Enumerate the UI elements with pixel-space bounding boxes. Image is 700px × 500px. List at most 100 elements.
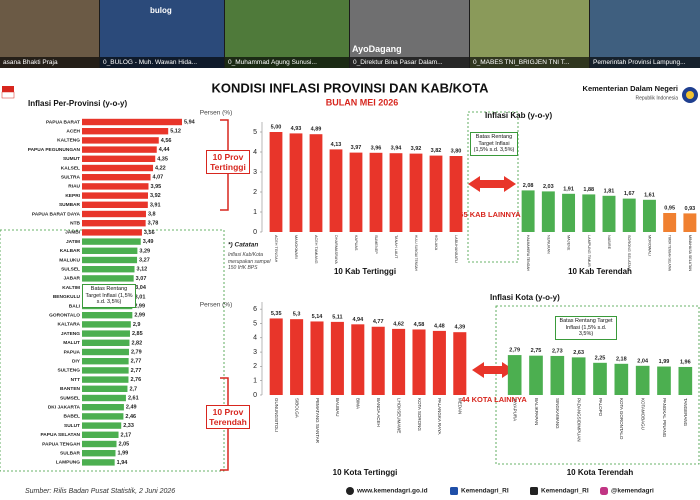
bar [82, 256, 138, 264]
category-label: KALSEL [61, 165, 80, 171]
target-band: Batas Rentang Target Inflasi (1,5% s.d. … [470, 132, 518, 156]
video-tile[interactable]: 0_Muhammad Agung Sunusi... [225, 0, 349, 68]
bar [507, 355, 522, 395]
category-label: SORONG SELATAN [627, 235, 631, 270]
value-label: 3,92 [150, 193, 161, 199]
prov-high-tag: 10 Prov Tertinggi [206, 150, 250, 174]
bar [310, 321, 324, 395]
value-label: 1,61 [644, 192, 655, 198]
category-label: SULTRA [61, 174, 81, 180]
value-label: 2,82 [131, 340, 142, 346]
category-label: PAPUA BARAT DAYA [32, 211, 81, 217]
category-label: KOTA GORONTALO [619, 398, 624, 440]
category-label: TIMOR TENGAH SELATAN [668, 235, 672, 271]
bar [82, 118, 182, 126]
value-label: 1,99 [118, 451, 129, 457]
value-label: 4,94 [352, 317, 364, 323]
category-label: KALTENG [57, 138, 80, 144]
note: Inflasi Kab/Kota merupakan sampel 150 IH… [228, 252, 271, 271]
bar [602, 195, 616, 232]
video-tile[interactable]: bulog 0_BULOG - Muh. Wawan Hida... [100, 0, 224, 68]
value-label: 0,95 [664, 205, 675, 211]
social-handle[interactable]: Kemendagri_RI [541, 488, 589, 495]
category-label: BENGKULU [53, 294, 81, 300]
bar [582, 194, 596, 232]
bar [429, 155, 443, 232]
value-label: 5,12 [170, 129, 181, 135]
category-label: PALANGKA RAYA [437, 398, 442, 435]
chart-title: Inflasi Per-Provinsi (y-o-y) [28, 99, 127, 108]
value-label: 3,95 [150, 184, 161, 190]
bar [82, 128, 169, 135]
value-label: 2,75 [531, 348, 542, 354]
bar [82, 385, 128, 392]
y-tick-label: 4 [253, 149, 257, 156]
value-label: 3,8 [148, 211, 156, 217]
y-tick-label: 2 [253, 189, 257, 196]
value-label: 2,46 [125, 414, 136, 420]
bar [82, 201, 148, 208]
category-label: HULU SUNGAI TENGAH [414, 235, 418, 271]
value-label: 3,96 [371, 145, 382, 151]
value-label: 3,04 [135, 285, 147, 291]
bar [82, 404, 124, 411]
bar [683, 213, 697, 232]
bar [290, 319, 304, 395]
bar [678, 366, 693, 395]
country: Republik Indonesia [635, 95, 678, 101]
video-tile[interactable]: AyoDagang 0_Direktur Bina Pasar Dalam... [350, 0, 469, 68]
chart-title: Inflasi Kota (y-o-y) [490, 293, 560, 302]
bar [82, 192, 148, 199]
value-label: 2,77 [131, 368, 142, 374]
value-label: 2,03 [543, 184, 554, 190]
category-label: SUMBAR [59, 202, 81, 208]
bar [82, 266, 135, 273]
social-handle[interactable]: @kemendagri [611, 488, 654, 495]
value-label: 2,33 [123, 423, 134, 429]
bar [82, 440, 117, 448]
y-tick-label: 5 [253, 320, 257, 327]
category-label: SULBAR [60, 450, 81, 456]
bar [82, 174, 151, 181]
double-arrow [468, 176, 516, 378]
bar [614, 363, 629, 395]
bar [412, 329, 426, 395]
bar [349, 152, 363, 232]
category-label: SIBOLGA [294, 398, 299, 418]
bar [642, 199, 656, 232]
y-tick-label: 3 [253, 169, 257, 176]
bar [369, 152, 383, 232]
value-label: 2,17 [121, 432, 132, 438]
category-label: KEPRI [65, 193, 80, 199]
value-label: 4,13 [331, 142, 342, 148]
chart-caption: 10 Kota Terendah [567, 468, 634, 477]
bar [529, 355, 543, 395]
social-handle[interactable]: Kemendagri_RI [461, 488, 509, 495]
website[interactable]: www.kemendagri.go.id [356, 488, 428, 495]
category-label: SULTENG [57, 368, 80, 374]
slide-subtitle: BULAN MEI 2026 [326, 97, 399, 107]
tile-name: 0_Direktur Bina Pasar Dalam... [350, 57, 469, 68]
video-tile[interactable]: asana Bhakti Praja [0, 0, 99, 68]
kota-other: 44 KOTA LAINNYA [461, 395, 527, 404]
bar [371, 326, 385, 395]
social-icon [450, 487, 458, 495]
bar [82, 431, 119, 438]
category-label: KALTARA [58, 322, 81, 328]
bar [82, 247, 138, 254]
social-icon [600, 487, 608, 495]
bar [82, 330, 130, 337]
value-label: 4,44 [159, 147, 171, 153]
bar [562, 193, 576, 232]
bar [622, 198, 636, 232]
video-tile[interactable]: Pemerintah Provinsi Lampung... [590, 0, 700, 68]
category-label: KOTAMOBAGU [640, 398, 645, 430]
value-label: 3,97 [351, 145, 362, 151]
value-label: 1,94 [117, 460, 129, 466]
category-label: MEDAN [458, 398, 463, 414]
value-label: 4,93 [291, 126, 302, 132]
bar [521, 190, 535, 232]
video-tile[interactable]: 0_MABES TNI_BRIGJEN TNI T... [470, 0, 589, 68]
category-label: JAMBI [65, 230, 81, 236]
